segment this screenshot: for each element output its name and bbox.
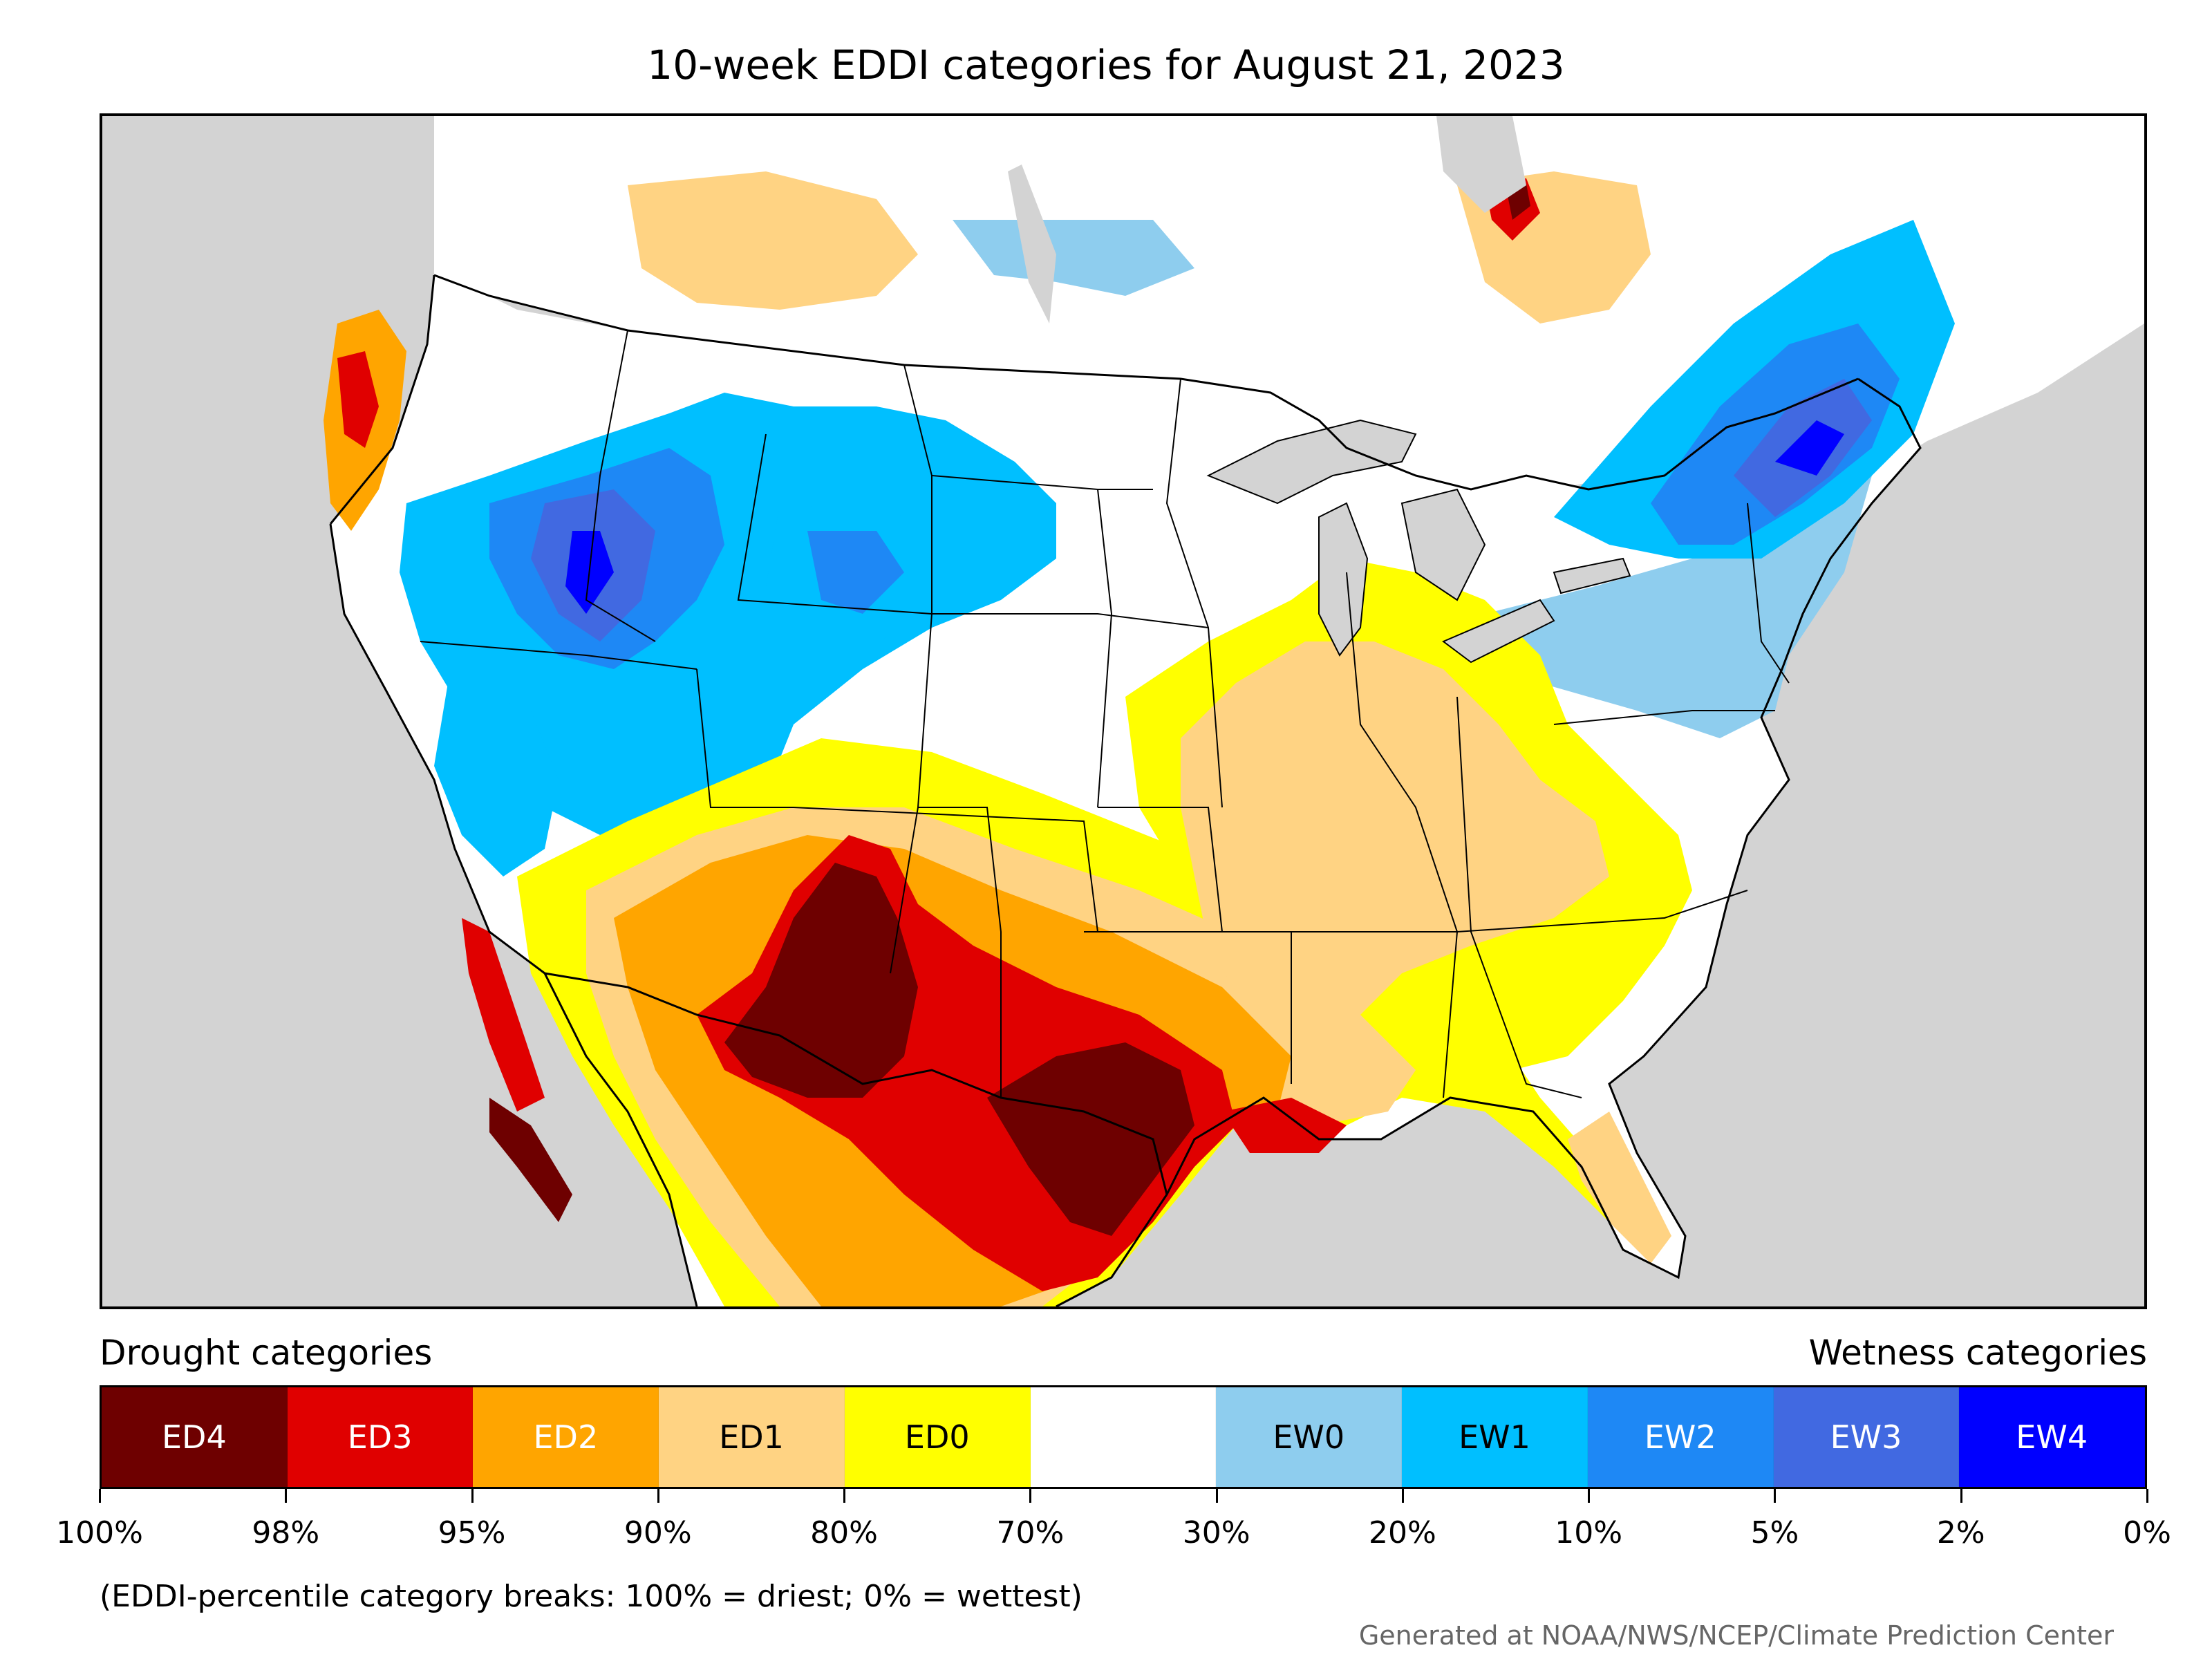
colorbar-tick-labels: 100% 98% 95% 90% 80% 70% 30% 20% 10% 5% 2% 0% <box>56 1515 2171 1557</box>
region-ed3-california-coast <box>462 918 545 1112</box>
us-coastline-outline <box>329 274 1922 1306</box>
colorbar-tick-label: 30% <box>1182 1515 1250 1550</box>
colorbar-tick-label: 80% <box>810 1515 878 1550</box>
region-ed3-louisiana <box>1222 1098 1347 1153</box>
colorbar-tick <box>1029 1489 1032 1503</box>
legend-swatch-ed0: ED0 <box>844 1387 1031 1487</box>
colorbar-tick-label: 90% <box>624 1515 692 1550</box>
legend-swatch-ed2: ED2 <box>473 1387 659 1487</box>
colorbar-tick <box>1960 1489 1962 1503</box>
colorbar-tick-label: 0% <box>2123 1515 2171 1550</box>
legend-swatch-ew3: EW3 <box>1773 1387 1960 1487</box>
colorbar-ticks <box>99 1489 2148 1503</box>
eddi-map <box>100 113 2147 1309</box>
map-canvas <box>324 116 2144 1306</box>
region-ed3-oregon-coast <box>337 351 379 448</box>
lake-erie <box>1442 599 1555 664</box>
lake-huron <box>1400 488 1486 601</box>
colorbar-tick-label: 20% <box>1369 1515 1436 1550</box>
lake-winnipeg <box>1008 165 1056 324</box>
region-ed1-canada-west <box>628 171 918 310</box>
legend-swatch-ew0: EW0 <box>1216 1387 1403 1487</box>
wetness-categories-heading: Wetness categories <box>1808 1333 2147 1373</box>
lake-michigan <box>1318 502 1369 657</box>
colorbar-tick-label: 5% <box>1750 1515 1799 1550</box>
legend-swatch-none <box>1030 1387 1217 1487</box>
region-ed4-baja <box>489 1098 572 1222</box>
colorbar-tick <box>1774 1489 1777 1503</box>
region-ed4-texas <box>987 1042 1194 1236</box>
region-ew2-wyoming <box>807 531 904 614</box>
us-mexico-border <box>544 972 1168 1195</box>
region-ew0-canada-prairie <box>953 220 1194 296</box>
colorbar-tick <box>1215 1489 1218 1503</box>
colorbar-tick-label: 10% <box>1555 1515 1623 1550</box>
legend-swatch-ed3: ED3 <box>287 1387 474 1487</box>
region-ew1-nevada-south <box>434 683 559 877</box>
colorbar-tick-label: 95% <box>438 1515 506 1550</box>
category-breaks-footnote: (EDDI-percentile category breaks: 100% =… <box>100 1579 1082 1614</box>
colorbar-tick-label: 98% <box>252 1515 320 1550</box>
state-borders <box>420 330 1790 1098</box>
legend-swatch-ed4: ED4 <box>102 1387 288 1487</box>
us-canada-border <box>433 274 1859 491</box>
colorbar-tick-label: 70% <box>996 1515 1065 1550</box>
legend-swatch-ew2: EW2 <box>1587 1387 1774 1487</box>
colorbar-tick <box>657 1489 659 1503</box>
hudson-bay-edge <box>1436 116 1526 213</box>
lake-superior <box>1206 419 1417 505</box>
region-ew4-quebec <box>1775 420 1844 476</box>
legend-swatch-ed1: ED1 <box>659 1387 845 1487</box>
colorbar-tick <box>285 1489 288 1503</box>
map-title: 10-week EDDI categories for August 21, 2… <box>647 41 1565 88</box>
colorbar-tick <box>843 1489 846 1503</box>
drought-categories-heading: Drought categories <box>100 1333 433 1373</box>
colorbar-tick <box>1588 1489 1591 1503</box>
generated-credit: Generated at NOAA/NWS/NCEP/Climate Predi… <box>1358 1620 2114 1651</box>
region-ed1-florida <box>1568 1112 1671 1264</box>
lake-ontario <box>1553 557 1631 594</box>
colorbar-tick <box>2146 1489 2148 1503</box>
colorbar-tick-label: 100% <box>56 1515 143 1550</box>
colorbar-tick <box>1401 1489 1404 1503</box>
legend-swatch-ew1: EW1 <box>1402 1387 1588 1487</box>
category-colorbar: ED4 ED3 ED2 ED1 ED0 EW0 EW1 EW2 EW3 EW4 <box>100 1385 2147 1489</box>
colorbar-tick <box>471 1489 474 1503</box>
colorbar-tick-label: 2% <box>1936 1515 1985 1550</box>
colorbar-tick <box>99 1489 101 1503</box>
region-ed1-midwest <box>1181 641 1609 1070</box>
legend-swatch-ew4: EW4 <box>1959 1387 2146 1487</box>
region-ed4-newmexico <box>724 863 918 1098</box>
